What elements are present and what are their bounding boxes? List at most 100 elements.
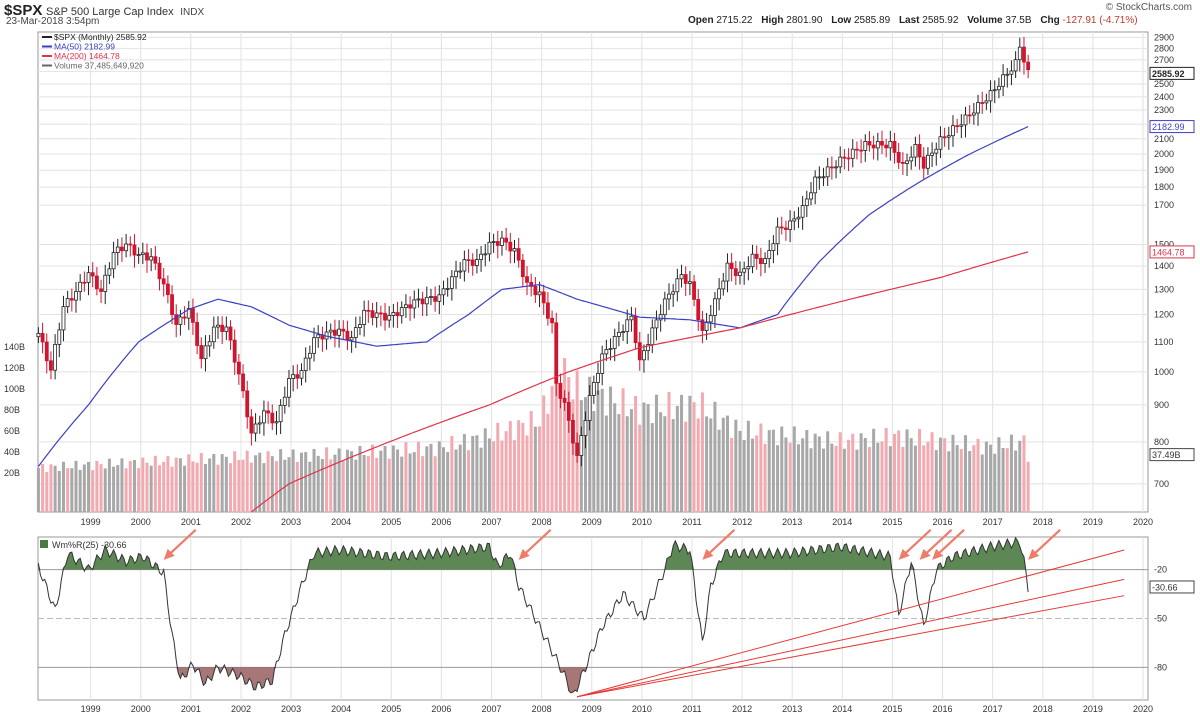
x-tick-label: 2011	[682, 704, 701, 714]
volume-bar	[325, 447, 329, 512]
volume-bar	[813, 433, 817, 512]
candle-body	[387, 315, 392, 321]
candle-body	[650, 327, 655, 345]
volume-bar	[241, 459, 245, 512]
y-tick-label: 2300	[1154, 105, 1174, 115]
candle-body	[191, 308, 195, 323]
candle-body	[729, 262, 734, 270]
candle-body	[404, 304, 408, 308]
volume-bar	[254, 455, 258, 512]
volume-tick-label: 120B	[4, 363, 25, 373]
candle-body	[591, 382, 596, 396]
volume-tag-label: 37.49B	[1152, 450, 1181, 460]
candle-body	[796, 216, 801, 220]
price-tag-label: 2182.99	[1152, 122, 1185, 132]
x-tick-label: 2019	[1083, 704, 1103, 714]
candle-body	[921, 156, 926, 169]
volume-bar	[195, 462, 199, 512]
volume-bar	[884, 427, 888, 512]
willr-legend-swatch	[40, 540, 48, 548]
candle-body	[495, 241, 500, 246]
candle-body	[767, 250, 772, 259]
volume-bar	[279, 449, 283, 512]
volume-bar	[780, 426, 784, 512]
last-label: Last	[898, 15, 920, 26]
candle-body	[926, 154, 930, 169]
candle-body	[145, 252, 149, 261]
candle-body	[692, 281, 696, 300]
volume-bar	[291, 449, 295, 512]
candle-body	[349, 337, 354, 341]
x-tick-label: 2008	[532, 517, 552, 527]
volume-bar	[508, 420, 512, 512]
x-tick-label: 2009	[582, 517, 602, 527]
candle-body	[86, 272, 91, 283]
annotation-arrow	[1031, 529, 1061, 557]
candle-body	[516, 248, 521, 261]
volume-bar	[103, 468, 107, 512]
high-value: 2801.90	[786, 15, 823, 26]
x-tick-label: 2016	[933, 704, 953, 714]
y-tick-label: 700	[1154, 479, 1169, 489]
candle-body	[934, 148, 939, 154]
legend-entry: MA(50) 2182.99	[54, 42, 115, 52]
volume-bar	[1009, 434, 1013, 512]
x-tick-label: 2017	[983, 517, 1003, 527]
candle-body	[871, 144, 876, 149]
x-tick-label: 2020	[1133, 704, 1153, 714]
candle-body	[345, 330, 350, 341]
candle-body	[504, 237, 509, 243]
volume-bar	[659, 412, 663, 512]
x-tick-label: 2013	[782, 517, 802, 527]
trendline	[577, 578, 1125, 698]
x-tick-label: 2010	[632, 517, 652, 527]
candle-body	[128, 243, 133, 246]
volume-bar	[684, 421, 688, 512]
candle-body	[1001, 74, 1005, 87]
candle-body	[383, 312, 387, 321]
y-tick-label: 1400	[1154, 261, 1174, 271]
volume-bar	[467, 450, 471, 512]
volume-bar	[512, 440, 516, 512]
volume-bar	[166, 456, 170, 512]
volume-value: 37.5B	[1005, 15, 1032, 26]
volume-bar	[876, 442, 880, 512]
candle-body	[483, 253, 488, 256]
volume-bar	[396, 449, 400, 512]
volume-bar	[725, 415, 729, 512]
candle-body	[378, 312, 383, 315]
volume-bar	[387, 458, 391, 512]
trendline	[577, 595, 1125, 698]
volume-bar	[638, 424, 642, 512]
candle-body	[115, 246, 120, 253]
candle-body	[362, 309, 367, 325]
legend-entry: $SPX (Monthly) 2585.92	[54, 32, 147, 42]
candle-body	[525, 276, 529, 283]
volume-bar	[1026, 461, 1030, 512]
volume-bar	[751, 438, 755, 512]
candle-body	[90, 272, 95, 277]
candle-body	[278, 404, 283, 423]
candle-body	[295, 374, 300, 379]
volume-bar	[826, 431, 830, 512]
candle-body	[637, 342, 642, 361]
candle-body	[846, 157, 851, 160]
volume-bar	[283, 459, 287, 512]
candle-body	[750, 253, 755, 267]
candle-body	[938, 136, 943, 150]
volume-bar	[316, 455, 320, 512]
candle-body	[746, 266, 751, 270]
candle-body	[800, 205, 805, 218]
volume-bar	[141, 457, 145, 512]
candle-body	[1026, 61, 1031, 71]
volume-tick-label: 100B	[4, 384, 25, 394]
candle-body	[257, 422, 262, 425]
volume-bar	[755, 435, 759, 512]
candle-body	[884, 144, 889, 149]
volume-bar	[521, 422, 525, 512]
volume-bar	[717, 429, 721, 512]
candle-body	[124, 243, 129, 252]
candle-body	[520, 259, 525, 278]
candle-body	[182, 316, 187, 319]
